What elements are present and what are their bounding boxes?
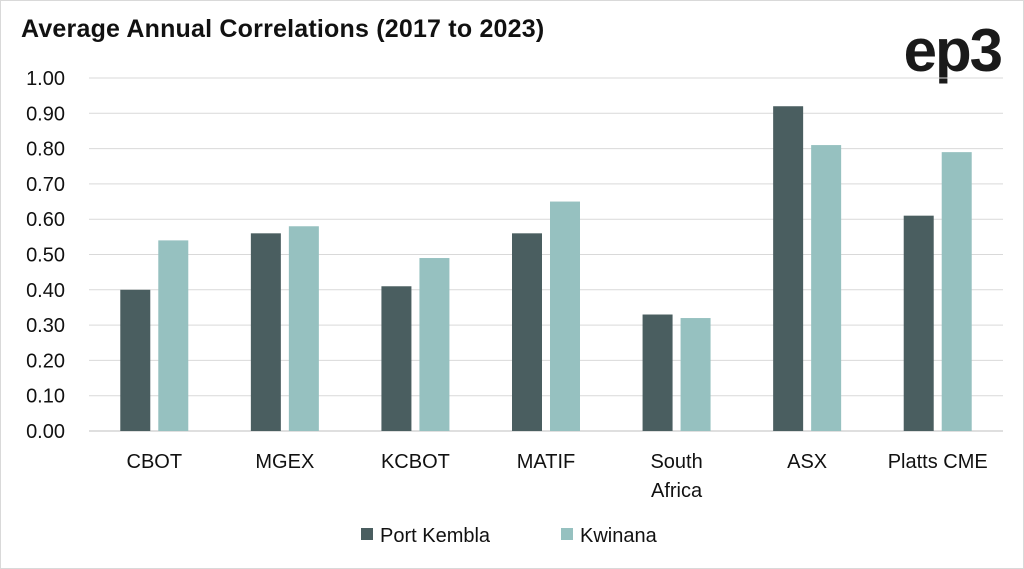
bar-kwinana xyxy=(680,318,711,431)
x-tick-label: ASX xyxy=(787,451,827,473)
bar-port-kembla xyxy=(903,215,934,431)
y-tick-label: 0.70 xyxy=(26,174,65,196)
x-tick-label: South xyxy=(650,451,702,473)
x-tick-label: MGEX xyxy=(255,451,314,473)
y-tick-label: 0.80 xyxy=(26,139,65,161)
bar-port-kembla xyxy=(512,233,542,431)
y-tick-label: 0.30 xyxy=(26,315,65,337)
legend-swatch-port-kembla xyxy=(361,528,373,540)
legend-swatch-kwinana xyxy=(561,528,573,540)
bar-port-kembla xyxy=(120,289,151,431)
chart-title: Average Annual Correlations (2017 to 202… xyxy=(21,15,545,43)
y-tick-label: 0.40 xyxy=(26,280,65,302)
ep3-logo: ep3 xyxy=(903,17,1003,84)
x-tick-label: CBOT xyxy=(127,451,183,473)
x-tick-label: Platts CME xyxy=(888,451,988,473)
x-tick-label: Africa xyxy=(651,480,703,502)
bar-port-kembla xyxy=(381,286,412,431)
legend-label: Port Kembla xyxy=(380,525,491,547)
y-tick-label: 0.00 xyxy=(26,421,65,443)
bar-kwinana xyxy=(941,152,972,431)
bar-kwinana xyxy=(811,145,842,431)
y-tick-label: 0.90 xyxy=(26,103,65,125)
y-tick-label: 0.60 xyxy=(26,209,65,231)
bar-kwinana xyxy=(419,258,450,431)
bar-kwinana xyxy=(288,226,319,431)
x-tick-label: KCBOT xyxy=(381,451,450,473)
bar-port-kembla xyxy=(642,314,673,431)
y-tick-label: 0.10 xyxy=(26,386,65,408)
bar-port-kembla xyxy=(250,233,281,431)
x-tick-label: MATIF xyxy=(517,451,576,473)
bar-port-kembla xyxy=(773,106,804,432)
y-tick-label: 0.20 xyxy=(26,350,65,372)
bar-kwinana xyxy=(158,240,189,431)
y-tick-label: 1.00 xyxy=(26,68,65,90)
bar-kwinana xyxy=(550,201,580,431)
legend-label: Kwinana xyxy=(580,525,658,547)
y-tick-label: 0.50 xyxy=(26,245,65,267)
